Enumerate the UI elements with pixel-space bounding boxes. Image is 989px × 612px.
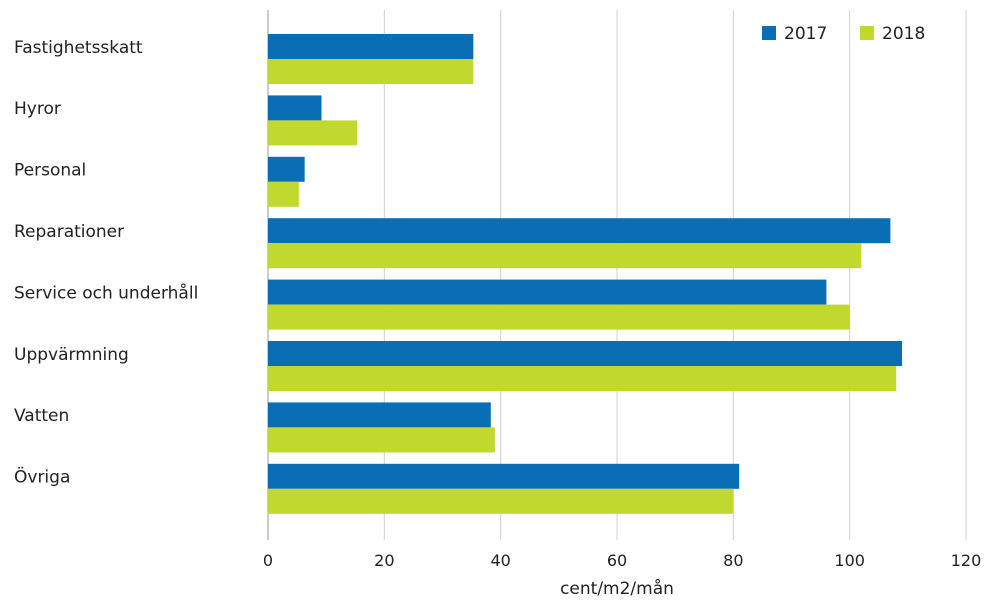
x-tick-label: 120	[951, 551, 982, 570]
bar-2017-reparationer	[268, 218, 891, 244]
bar-2017-service-och-underhåll	[268, 279, 827, 305]
bar-2017-övriga	[268, 463, 740, 489]
x-tick-labels: 0 20 40 60 80 100 120	[263, 551, 981, 570]
x-tick-label: 0	[263, 551, 273, 570]
bar-2018-reparationer	[268, 243, 862, 269]
legend-label-2017: 2017	[784, 24, 827, 44]
legend-swatch-2018	[860, 26, 874, 40]
category-label: Hyror	[14, 99, 61, 119]
bar-2017-personal	[268, 156, 305, 182]
bar-2018-service-och-underhåll	[268, 304, 850, 330]
bar-2017-hyror	[268, 95, 322, 121]
category-label: Vatten	[14, 406, 69, 426]
category-labels: Fastighetsskatt Hyror Personal Reparationer…	[14, 38, 198, 488]
bar-2018-uppvärmning	[268, 366, 897, 391]
bar-2018-övriga	[268, 488, 734, 514]
x-tick-label: 20	[374, 551, 394, 570]
x-tick-label: 40	[490, 551, 510, 570]
bar-2018-personal	[268, 181, 299, 207]
bar-2017-vatten	[268, 402, 491, 428]
grid-layer	[267, 10, 967, 540]
legend: 2017 2018	[762, 24, 925, 44]
category-label: Service och underhåll	[14, 282, 198, 303]
x-axis-title: cent/m2/mån	[560, 578, 674, 599]
x-tick-label: 80	[723, 551, 743, 570]
x-tick-label: 60	[607, 551, 627, 570]
x-tick-label: 100	[834, 551, 865, 570]
category-label: Reparationer	[14, 222, 124, 242]
category-label: Övriga	[14, 466, 70, 488]
category-label: Personal	[14, 161, 86, 181]
bar-2017-fastighetsskatt	[268, 34, 474, 59]
legend-label-2018: 2018	[882, 24, 925, 44]
category-label: Uppvärmning	[14, 345, 129, 365]
bar-2018-hyror	[268, 120, 357, 146]
category-label: Fastighetsskatt	[14, 38, 143, 58]
legend-swatch-2017	[762, 26, 776, 40]
bar-2017-uppvärmning	[268, 341, 903, 366]
bar-2018-vatten	[268, 427, 495, 453]
bar-2018-fastighetsskatt	[268, 59, 474, 84]
bars-layer	[268, 34, 903, 514]
